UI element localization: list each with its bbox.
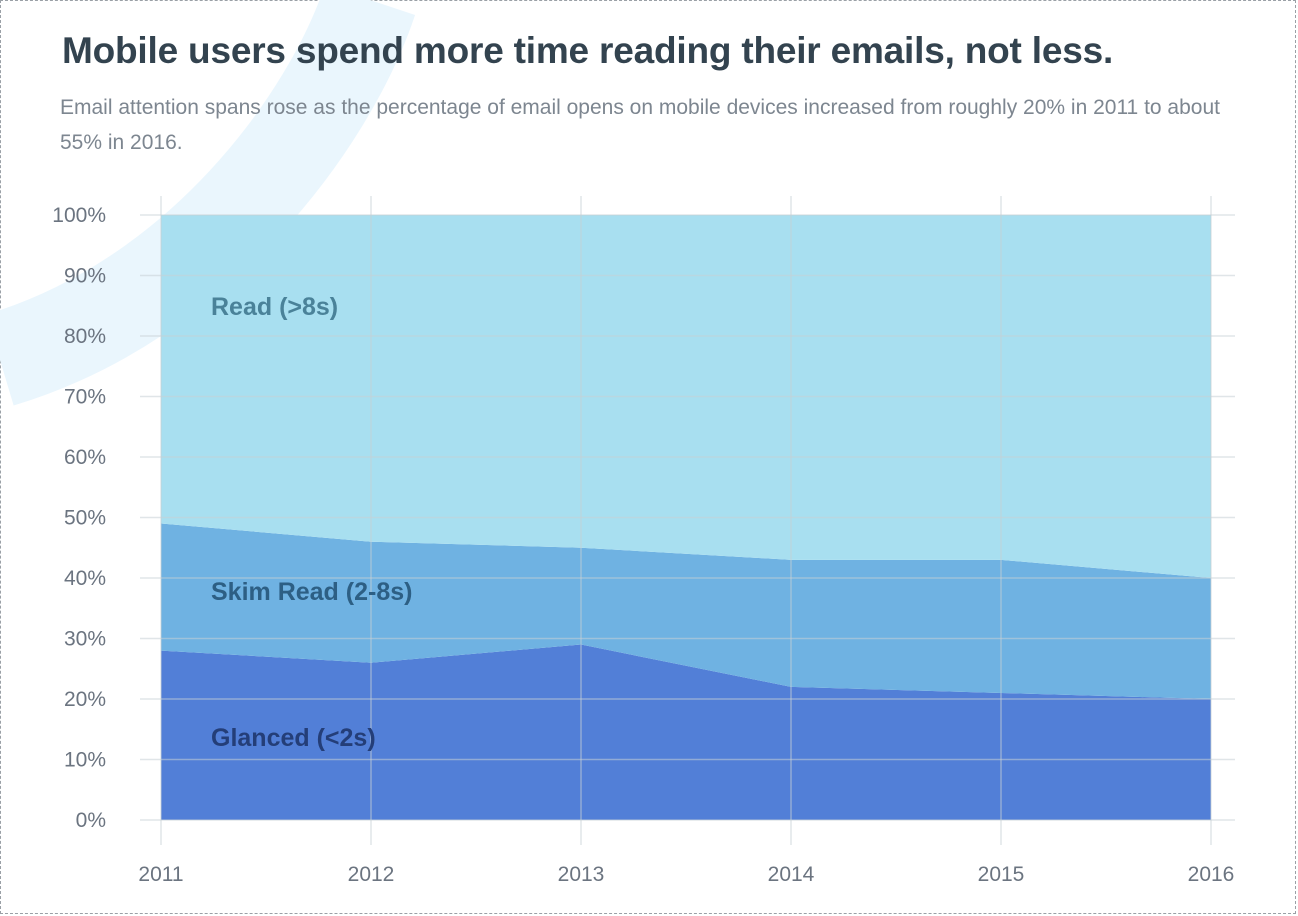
chart-subtitle: Email attention spans rose as the percen… bbox=[60, 96, 1220, 154]
x-tick-label: 2012 bbox=[348, 863, 395, 886]
series-label: Glanced (<2s) bbox=[211, 724, 376, 752]
series-label: Read (>8s) bbox=[211, 293, 338, 321]
x-tick-label: 2011 bbox=[138, 863, 183, 886]
series-area-1 bbox=[161, 523, 1211, 699]
series-area-0 bbox=[161, 644, 1211, 820]
y-tick-label: 80% bbox=[64, 325, 106, 348]
y-tick-label: 0% bbox=[76, 809, 106, 832]
series-label: Skim Read (2-8s) bbox=[211, 578, 412, 606]
y-tick-label: 20% bbox=[64, 688, 106, 711]
y-tick-label: 60% bbox=[64, 446, 106, 469]
y-tick-label: 10% bbox=[64, 749, 106, 772]
y-tick-label: 70% bbox=[64, 386, 106, 409]
y-tick-label: 40% bbox=[64, 567, 106, 590]
y-tick-label: 100% bbox=[52, 204, 106, 227]
x-tick-label: 2014 bbox=[768, 863, 815, 886]
y-tick-label: 90% bbox=[64, 265, 106, 288]
x-tick-label: 2013 bbox=[558, 863, 605, 886]
x-tick-label: 2016 bbox=[1188, 863, 1235, 886]
x-tick-label: 2015 bbox=[978, 863, 1025, 886]
chart-title: Mobile users spend more time reading the… bbox=[62, 30, 1114, 71]
y-tick-label: 50% bbox=[64, 507, 106, 530]
y-tick-label: 30% bbox=[64, 628, 106, 651]
